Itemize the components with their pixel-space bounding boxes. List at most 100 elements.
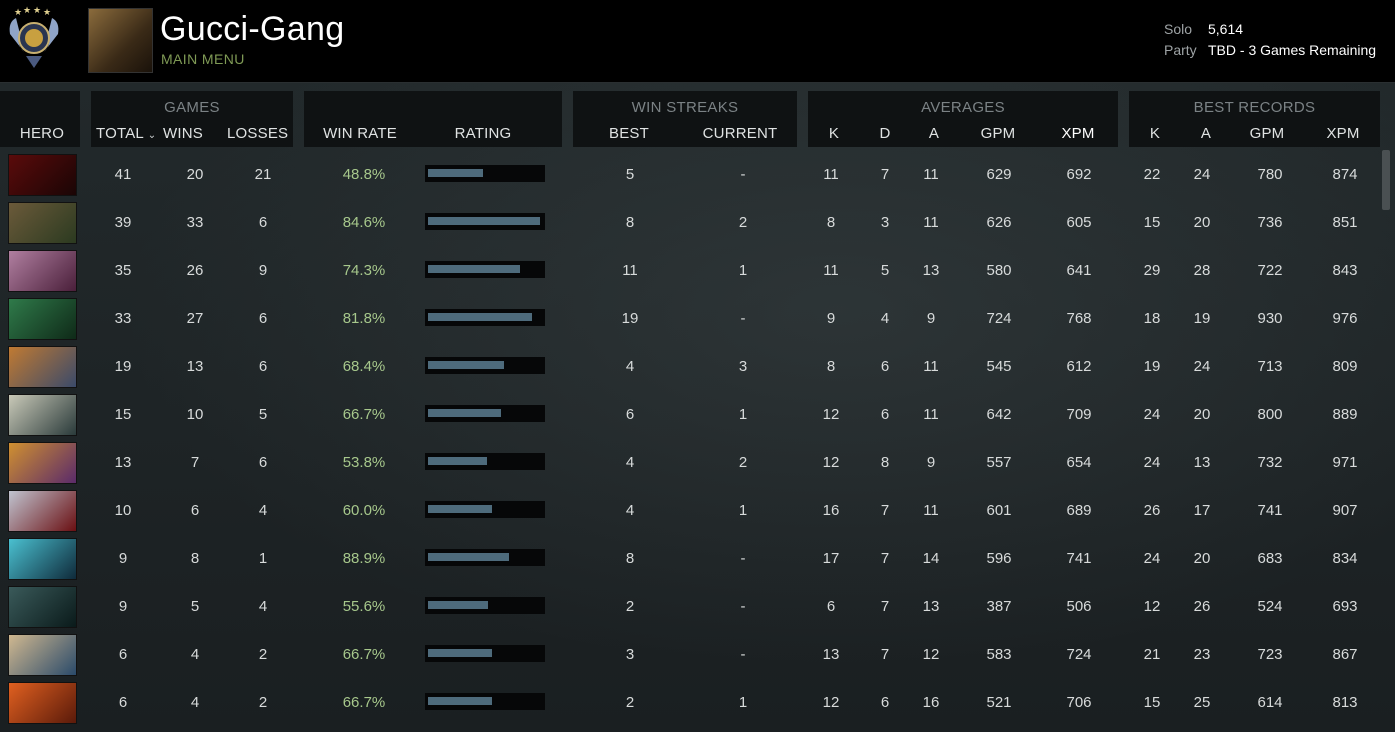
cell-best-gpm: 800 xyxy=(1257,406,1283,423)
cell-avg-gpm: 642 xyxy=(986,406,1012,423)
col-wins[interactable]: WINS xyxy=(163,125,203,142)
hero-portrait[interactable] xyxy=(8,346,77,388)
rank-medal-icon: ★ ★ ★ ★ xyxy=(9,5,59,68)
col-total[interactable]: TOTAL ⌄ xyxy=(92,125,168,142)
col-avg-gpm[interactable]: GPM xyxy=(980,125,1016,142)
cell-best-xpm: 889 xyxy=(1332,406,1358,423)
cell-avg-xpm: 689 xyxy=(1066,502,1092,519)
main-menu-link[interactable]: MAIN MENU xyxy=(161,51,245,67)
cell-best-a: 19 xyxy=(1193,310,1211,327)
hero-portrait[interactable] xyxy=(8,298,77,340)
cell-win-rate: 81.8% xyxy=(342,310,386,327)
cell-wins: 8 xyxy=(190,550,200,567)
averages-header-box xyxy=(808,91,1118,147)
col-avg-xpm[interactable]: XPM xyxy=(1061,125,1095,142)
cell-best-gpm: 524 xyxy=(1257,598,1283,615)
table-row[interactable]: 6 4 2 66.7% 2 1 12 6 16 521 706 15 25 614 813 xyxy=(0,679,1380,727)
col-best-xpm[interactable]: XPM xyxy=(1326,125,1360,142)
col-best-a[interactable]: A xyxy=(1200,125,1212,142)
cell-avg-k: 13 xyxy=(822,646,840,663)
hero-portrait[interactable] xyxy=(8,250,77,292)
cell-wins: 10 xyxy=(186,406,204,423)
col-rating[interactable]: RATING xyxy=(454,125,512,142)
table-row[interactable]: 33 27 6 81.8% 19 - 9 4 9 724 768 18 19 930 976 xyxy=(0,295,1380,343)
rating-bar xyxy=(425,309,545,326)
table-row[interactable]: 6 4 2 66.7% 3 - 13 7 12 583 724 21 23 723 867 xyxy=(0,631,1380,679)
rating-bar xyxy=(425,165,545,182)
cell-avg-gpm: 557 xyxy=(986,454,1012,471)
cell-avg-a: 12 xyxy=(922,646,940,663)
cell-streak-best: 11 xyxy=(622,262,638,279)
hero-portrait[interactable] xyxy=(8,634,77,676)
table-row[interactable]: 9 8 1 88.9% 8 - 17 7 14 596 741 24 20 683 834 xyxy=(0,535,1380,583)
col-avg-k[interactable]: K xyxy=(828,125,840,142)
cell-total: 9 xyxy=(118,598,128,615)
cell-streak-best: 6 xyxy=(625,406,635,423)
cell-best-xpm: 851 xyxy=(1332,214,1358,231)
table-row[interactable]: 19 13 6 68.4% 4 3 8 6 11 545 612 19 24 713 809 xyxy=(0,343,1380,391)
cell-streak-best: 2 xyxy=(625,598,635,615)
table-row[interactable]: 9 5 4 55.6% 2 - 6 7 13 387 506 12 26 524 693 xyxy=(0,583,1380,631)
cell-avg-d: 6 xyxy=(880,694,890,711)
games-group-title: GAMES xyxy=(164,99,220,116)
cell-avg-xpm: 768 xyxy=(1066,310,1092,327)
table-row[interactable]: 41 20 21 48.8% 5 - 11 7 11 629 692 22 24 780 874 xyxy=(0,151,1380,199)
cell-wins: 26 xyxy=(186,262,204,279)
col-streak-best[interactable]: BEST xyxy=(609,125,649,142)
table-row[interactable]: 10 6 4 60.0% 4 1 16 7 11 601 689 26 17 741 907 xyxy=(0,487,1380,535)
col-win-rate[interactable]: WIN RATE xyxy=(323,125,397,142)
cell-best-k: 24 xyxy=(1143,406,1161,423)
cell-best-k: 12 xyxy=(1143,598,1161,615)
col-losses[interactable]: LOSSES xyxy=(227,125,289,142)
cell-avg-xpm: 506 xyxy=(1066,598,1092,615)
table-row[interactable]: 15 10 5 66.7% 6 1 12 6 11 642 709 24 20 800 889 xyxy=(0,391,1380,439)
cell-win-rate: 60.0% xyxy=(342,502,386,519)
rating-bar-fill xyxy=(428,313,532,321)
rating-bar-fill xyxy=(428,601,488,609)
hero-portrait[interactable] xyxy=(8,586,77,628)
cell-avg-gpm: 387 xyxy=(986,598,1012,615)
col-best-gpm[interactable]: GPM xyxy=(1249,125,1285,142)
col-avg-d[interactable]: D xyxy=(879,125,891,142)
hero-portrait[interactable] xyxy=(8,154,77,196)
cell-wins: 6 xyxy=(190,502,200,519)
hero-portrait[interactable] xyxy=(8,682,77,724)
scrollbar-thumb[interactable] xyxy=(1382,150,1390,210)
cell-losses: 5 xyxy=(258,406,268,423)
cell-best-a: 17 xyxy=(1193,502,1211,519)
col-best-k[interactable]: K xyxy=(1149,125,1161,142)
cell-losses: 6 xyxy=(258,358,268,375)
cell-wins: 27 xyxy=(186,310,204,327)
cell-avg-k: 12 xyxy=(822,406,840,423)
hero-portrait[interactable] xyxy=(8,394,77,436)
rating-bar xyxy=(425,693,545,710)
winrate-header-box xyxy=(304,91,562,147)
table-row[interactable]: 39 33 6 84.6% 8 2 8 3 11 626 605 15 20 736 851 xyxy=(0,199,1380,247)
hero-portrait[interactable] xyxy=(8,490,77,532)
cell-losses: 4 xyxy=(258,502,268,519)
hero-portrait[interactable] xyxy=(8,442,77,484)
cell-best-xpm: 976 xyxy=(1332,310,1358,327)
cell-streak-current: - xyxy=(740,646,746,663)
cell-wins: 13 xyxy=(186,358,204,375)
table-row[interactable]: 13 7 6 53.8% 4 2 12 8 9 557 654 24 13 732 971 xyxy=(0,439,1380,487)
col-avg-a[interactable]: A xyxy=(928,125,940,142)
svg-text:★: ★ xyxy=(14,7,22,17)
cell-best-a: 20 xyxy=(1193,550,1211,567)
col-streak-current[interactable]: CURRENT xyxy=(702,125,778,142)
table-row[interactable]: 35 26 9 74.3% 11 1 11 5 13 580 641 29 28 722 843 xyxy=(0,247,1380,295)
cell-avg-k: 11 xyxy=(823,262,839,279)
rating-bar xyxy=(425,357,545,374)
hero-portrait[interactable] xyxy=(8,202,77,244)
player-avatar[interactable] xyxy=(88,8,153,73)
cell-total: 15 xyxy=(114,406,132,423)
cell-avg-d: 7 xyxy=(880,646,890,663)
cell-best-k: 24 xyxy=(1143,454,1161,471)
cell-best-gpm: 741 xyxy=(1257,502,1283,519)
svg-text:★: ★ xyxy=(33,5,41,15)
cell-losses: 6 xyxy=(258,214,268,231)
cell-losses: 2 xyxy=(258,694,268,711)
col-hero[interactable]: HERO xyxy=(19,125,65,142)
hero-portrait[interactable] xyxy=(8,538,77,580)
cell-losses: 21 xyxy=(254,166,272,183)
